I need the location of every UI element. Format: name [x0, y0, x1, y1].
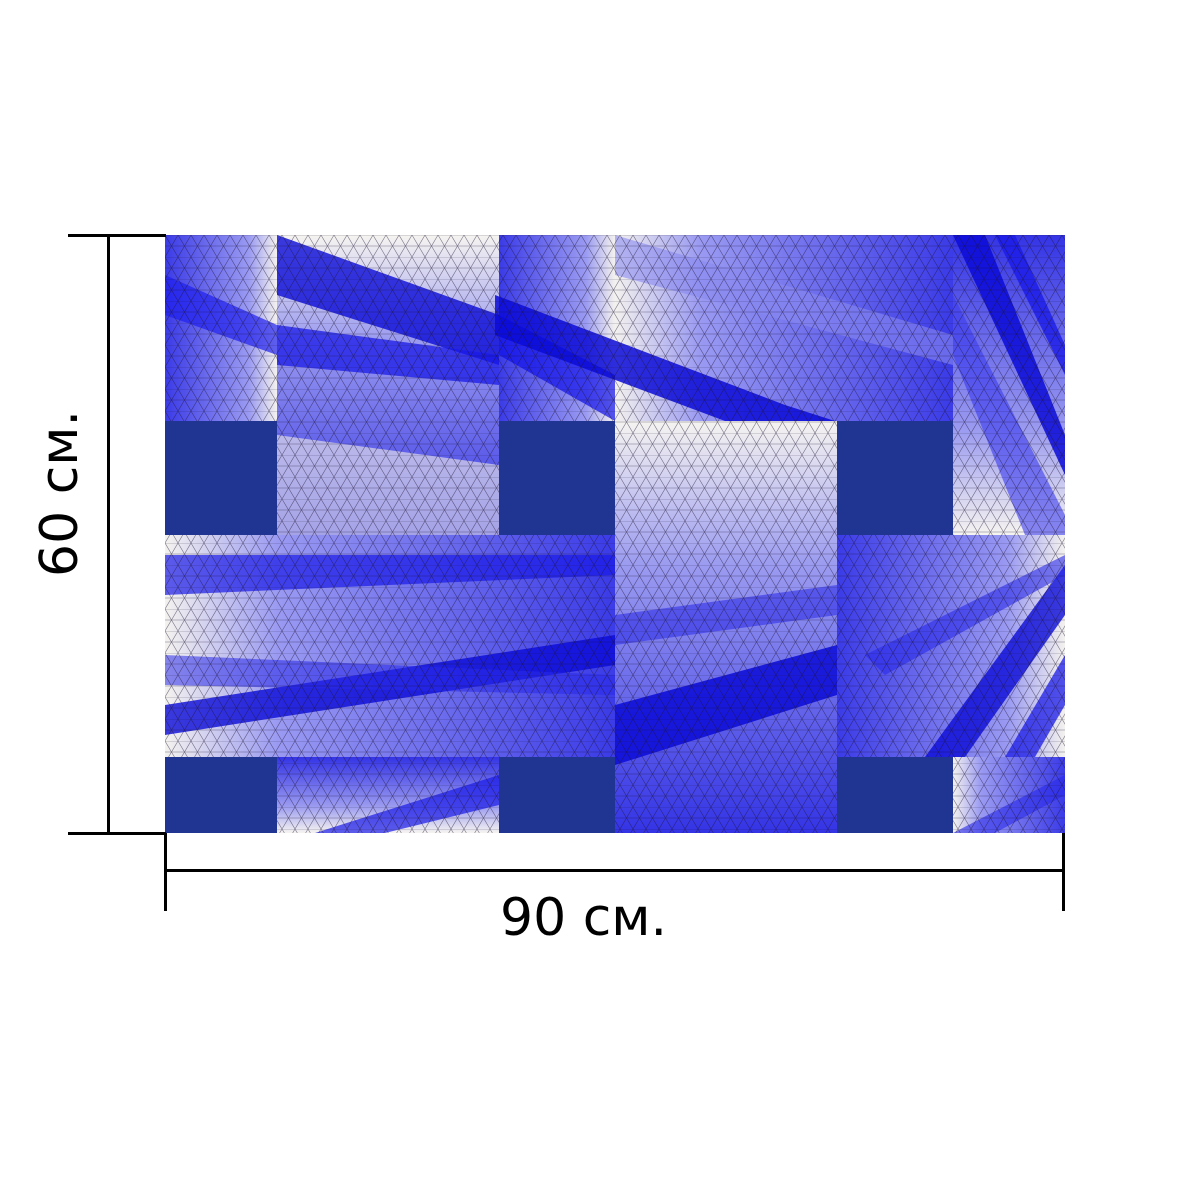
width-left-tick — [164, 833, 167, 911]
product-image — [165, 235, 1065, 833]
height-bottom-tick — [68, 832, 166, 835]
solid-square — [837, 757, 953, 833]
height-label: 60 см. — [30, 409, 90, 577]
solid-square — [499, 757, 615, 833]
solid-square — [499, 421, 615, 535]
height-dimension-line — [107, 235, 110, 835]
solid-square — [165, 421, 277, 535]
width-label: 90 см. — [500, 888, 668, 948]
width-right-tick — [1062, 833, 1065, 911]
solid-square — [165, 757, 277, 833]
height-top-tick — [68, 234, 166, 237]
solid-square — [837, 421, 953, 535]
width-dimension-line — [165, 869, 1065, 872]
